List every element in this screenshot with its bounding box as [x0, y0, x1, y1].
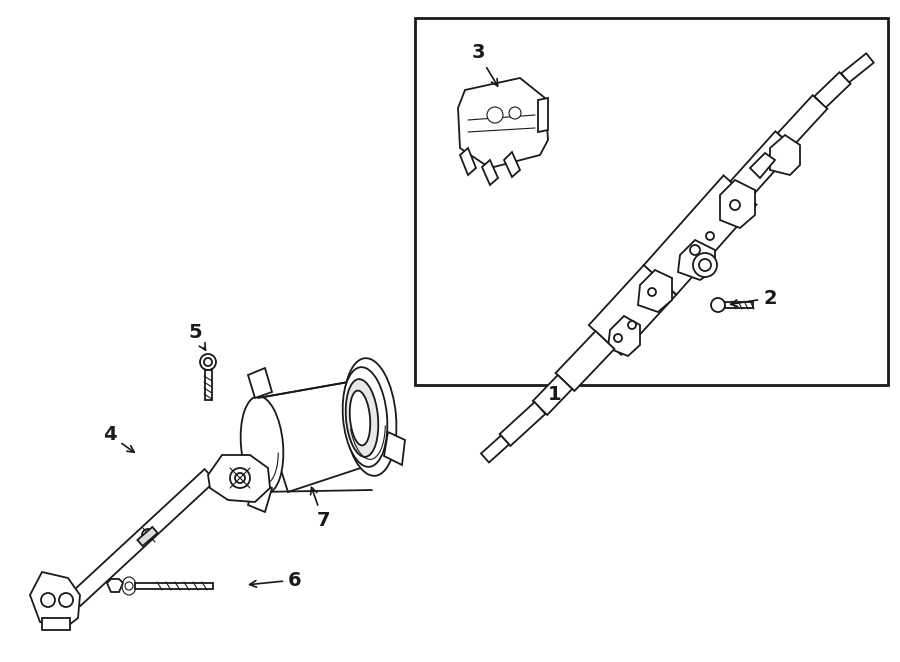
Polygon shape [770, 135, 800, 175]
Text: 2: 2 [731, 289, 777, 308]
Polygon shape [208, 455, 270, 502]
Polygon shape [107, 579, 123, 592]
Polygon shape [720, 180, 755, 228]
Polygon shape [533, 375, 572, 415]
Circle shape [59, 593, 73, 607]
Circle shape [690, 245, 700, 255]
Polygon shape [258, 378, 400, 492]
Text: 7: 7 [310, 487, 329, 530]
Circle shape [706, 232, 714, 240]
Circle shape [41, 593, 55, 607]
Circle shape [711, 298, 725, 312]
Polygon shape [725, 302, 753, 308]
Polygon shape [248, 480, 272, 512]
Polygon shape [555, 331, 615, 391]
Polygon shape [589, 265, 676, 355]
Ellipse shape [346, 379, 378, 457]
Polygon shape [30, 572, 80, 628]
Text: 3: 3 [472, 44, 498, 86]
Circle shape [730, 200, 740, 210]
Circle shape [693, 253, 717, 277]
Ellipse shape [343, 367, 387, 467]
Polygon shape [504, 152, 520, 177]
Polygon shape [750, 153, 775, 178]
Circle shape [235, 473, 245, 483]
Polygon shape [608, 316, 640, 356]
Circle shape [628, 321, 636, 329]
Ellipse shape [350, 391, 370, 446]
Polygon shape [678, 240, 715, 280]
Circle shape [142, 529, 154, 541]
Polygon shape [204, 370, 212, 400]
Polygon shape [69, 469, 215, 606]
Circle shape [699, 259, 711, 271]
Polygon shape [138, 527, 157, 546]
Circle shape [614, 334, 622, 342]
Polygon shape [842, 54, 874, 83]
Polygon shape [644, 175, 756, 295]
Polygon shape [500, 402, 545, 446]
Polygon shape [538, 98, 548, 132]
Polygon shape [482, 160, 498, 185]
Bar [415, 18, 888, 385]
Text: 4: 4 [104, 426, 134, 452]
Ellipse shape [240, 396, 284, 494]
Text: 5: 5 [188, 324, 205, 350]
Polygon shape [814, 72, 850, 108]
Text: 6: 6 [249, 571, 302, 589]
Ellipse shape [344, 358, 396, 476]
Polygon shape [248, 368, 272, 398]
Polygon shape [481, 436, 509, 463]
Circle shape [648, 288, 656, 296]
Polygon shape [460, 148, 476, 175]
Circle shape [509, 107, 521, 119]
Polygon shape [778, 95, 827, 147]
Circle shape [125, 582, 133, 590]
Polygon shape [458, 78, 548, 168]
Circle shape [487, 107, 503, 123]
Polygon shape [135, 583, 213, 589]
Polygon shape [638, 270, 672, 312]
Circle shape [200, 354, 216, 370]
Bar [42, 618, 70, 630]
Ellipse shape [122, 577, 136, 595]
Text: 1: 1 [548, 385, 562, 404]
Polygon shape [384, 432, 405, 465]
Circle shape [204, 358, 212, 366]
Circle shape [230, 468, 250, 488]
Polygon shape [730, 131, 795, 199]
